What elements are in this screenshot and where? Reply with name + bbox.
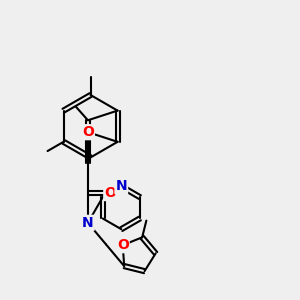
- Text: O: O: [104, 186, 116, 200]
- Text: N: N: [82, 216, 94, 230]
- Text: O: O: [117, 238, 129, 252]
- Text: N: N: [116, 179, 127, 194]
- Text: O: O: [82, 125, 94, 139]
